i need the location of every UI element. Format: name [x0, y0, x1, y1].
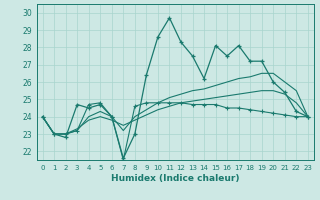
X-axis label: Humidex (Indice chaleur): Humidex (Indice chaleur) — [111, 174, 239, 183]
